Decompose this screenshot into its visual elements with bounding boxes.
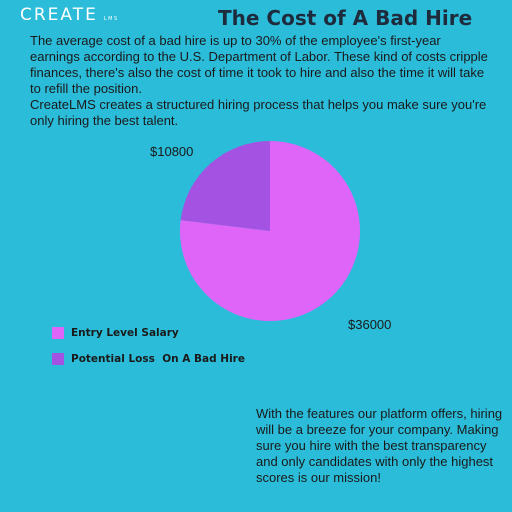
outro-text: With the features our platform offers, h…	[256, 406, 503, 485]
logo-subtext: LMS	[103, 16, 119, 22]
page-title: The Cost of A Bad Hire	[218, 6, 473, 30]
pie-slice-label-1: $36000	[348, 317, 391, 332]
legend-item-1: Entry Level Salary	[52, 325, 245, 341]
legend-item-2: Potential Loss On A Bad Hire	[52, 351, 245, 367]
intro-paragraph-1: The average cost of a bad hire is up to …	[30, 33, 488, 96]
legend-label: Entry Level Salary	[71, 327, 179, 339]
legend-label: Potential Loss On A Bad Hire	[71, 353, 245, 365]
brand-logo: CREATE LMS	[20, 5, 119, 25]
intro-text: The average cost of a bad hire is up to …	[30, 33, 490, 129]
pie-slice-label-2: $10800	[150, 144, 193, 159]
intro-paragraph-2: CreateLMS creates a structured hiring pr…	[30, 97, 487, 128]
chart-legend: Entry Level Salary Potential Loss On A Ba…	[52, 325, 245, 377]
pie-slice-1	[180, 141, 360, 321]
legend-swatch	[52, 353, 64, 365]
legend-swatch	[52, 327, 64, 339]
pie-slice-2	[180, 141, 270, 231]
logo-wordmark: CREATE	[20, 5, 98, 25]
